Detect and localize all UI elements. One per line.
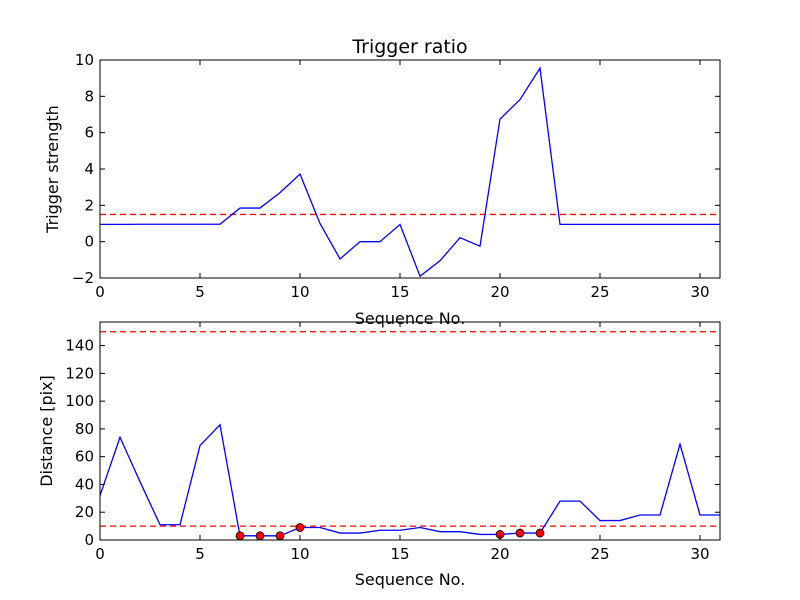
y-tick-label: 40 xyxy=(75,475,94,493)
y-tick-label: 120 xyxy=(65,364,94,382)
chart-title: Trigger ratio xyxy=(351,36,467,58)
data-point-marker xyxy=(275,531,285,541)
y-tick-label: 2 xyxy=(84,196,94,214)
reference-lines xyxy=(100,331,720,527)
x-tick-label: 30 xyxy=(690,283,709,301)
y-tick-label: 140 xyxy=(65,337,94,355)
x-tick-label: 15 xyxy=(390,283,409,301)
y-tick-label: 10 xyxy=(75,51,94,69)
data-point-marker xyxy=(235,531,245,541)
x-axis-label: Sequence No. xyxy=(355,309,466,328)
x-tick-label: 10 xyxy=(290,283,309,301)
data-point-marker xyxy=(535,528,545,538)
x-tick-label: 20 xyxy=(490,283,509,301)
x-tick-label: 15 xyxy=(390,545,409,563)
x-tick-label: 20 xyxy=(490,545,509,563)
data-point-marker xyxy=(295,523,305,532)
y-tick-label: 8 xyxy=(84,87,94,105)
x-tick-label: 0 xyxy=(95,545,105,563)
y-axis-label: Distance [pix] xyxy=(37,375,56,487)
axis-ticks: 0 5 10 15 20 25 30 0 20 40 60 80 100 120 140 xyxy=(65,322,720,563)
y-tick-label: 6 xyxy=(84,124,94,142)
x-tick-label: 25 xyxy=(590,283,609,301)
data-point-marker xyxy=(515,528,525,538)
x-tick-label: 10 xyxy=(290,545,309,563)
y-tick-label: 20 xyxy=(75,503,94,521)
x-tick-label: 5 xyxy=(195,283,205,301)
plot-frame xyxy=(99,59,721,279)
y-tick-label: 80 xyxy=(75,420,94,438)
data-point-marker xyxy=(255,531,265,541)
series-line-0 xyxy=(99,423,720,537)
y-tick-label: 0 xyxy=(84,531,94,549)
y-tick-label: 60 xyxy=(75,448,94,466)
x-tick-label: 5 xyxy=(195,545,205,563)
x-axis-label: Sequence No. xyxy=(355,570,466,589)
y-axis-label: Trigger strength xyxy=(43,105,62,234)
y-tick-label: 100 xyxy=(65,392,94,410)
x-tick-label: 30 xyxy=(690,545,709,563)
x-tick-label: 25 xyxy=(590,545,609,563)
series-lines xyxy=(99,423,720,537)
distance-chart: 0 5 10 15 20 25 30 0 20 40 60 80 100 120 140 Sequence … xyxy=(37,321,721,589)
y-tick-label: 4 xyxy=(84,160,94,178)
x-tick-label: 0 xyxy=(95,283,105,301)
plot-frame xyxy=(99,321,721,541)
y-tick-label: 0 xyxy=(84,233,94,251)
series-lines xyxy=(100,66,720,278)
series-line-0 xyxy=(100,66,720,278)
y-tick-label: −2 xyxy=(72,269,94,287)
